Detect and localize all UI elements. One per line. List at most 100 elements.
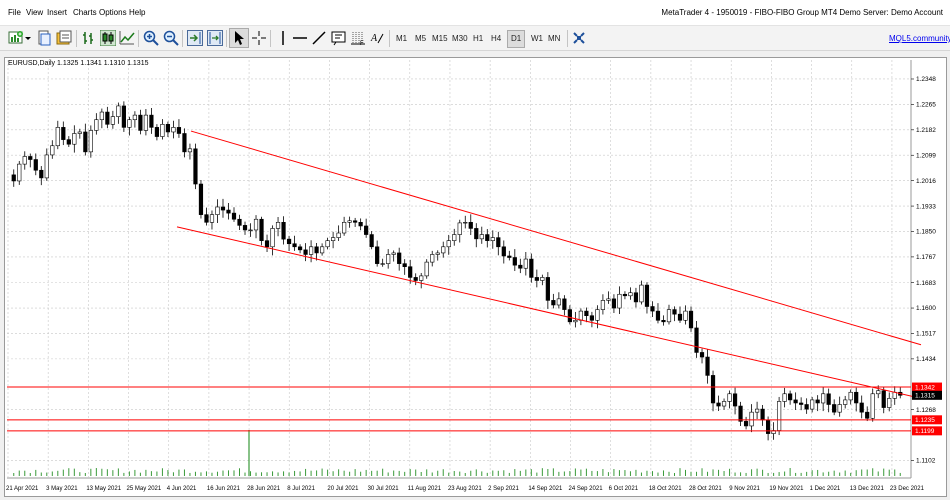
menu-bar: File View Insert Charts Options Help Met… [0, 0, 950, 26]
timeframe-h4[interactable]: H4 [491, 34, 502, 43]
candle-body [132, 114, 137, 121]
vertical-line-icon [282, 31, 284, 45]
horizontal-line-button[interactable] [290, 28, 310, 48]
candle-body [650, 306, 655, 312]
candle-body [182, 133, 187, 153]
price-tag [912, 382, 942, 392]
candle-body [441, 246, 446, 254]
date-label: 28 Oct 2021 [689, 486, 722, 492]
candle-body [39, 169, 44, 179]
chart-window[interactable]: 1.2348 1.2265 1.2182 1.2099 1.2016 1.1933 1.18… [4, 57, 947, 497]
candle-body [760, 408, 765, 421]
candle-body [732, 393, 738, 407]
menu-view[interactable]: View [26, 8, 44, 17]
candle-body [121, 105, 126, 128]
menu-insert[interactable]: Insert [47, 8, 68, 17]
candle-body [408, 266, 413, 278]
window-title: MetaTrader 4 - 1950019 - FIBO-FIBO Group… [661, 8, 943, 17]
trendline-button[interactable] [309, 28, 329, 48]
date-label: 13 May 2021 [86, 486, 121, 492]
candle-body [110, 116, 115, 125]
candle-body [688, 310, 694, 329]
zoom-out-button[interactable] [161, 28, 181, 48]
candle-body [253, 218, 259, 231]
candle-body [672, 309, 677, 315]
candle-body [347, 220, 352, 223]
timeframe-m15[interactable]: M15 [432, 34, 448, 43]
price-label: 1.1102 [916, 458, 936, 465]
crosshair-button[interactable] [249, 28, 269, 48]
candle-body [176, 127, 182, 134]
timeframe-d1[interactable]: D1 [507, 30, 526, 48]
timeframe-m30[interactable]: M30 [452, 34, 468, 43]
candle-body [821, 393, 826, 404]
candle-body [661, 319, 666, 323]
text-label-icon: A [370, 33, 384, 44]
svg-text:F: F [360, 41, 364, 46]
timeframe-mn[interactable]: MN [548, 34, 561, 43]
price-tag [912, 390, 942, 400]
candle-body [881, 390, 886, 408]
mql5-community-link[interactable]: MQL5.community [889, 34, 950, 43]
timeframe-w1[interactable]: W1 [531, 34, 543, 43]
candle-body [66, 139, 71, 145]
menu-file[interactable]: File [8, 8, 21, 17]
date-label: 23 Dec 2021 [890, 486, 925, 492]
zoom-in-button[interactable] [141, 28, 161, 48]
vertical-line-button[interactable] [273, 28, 293, 48]
date-label: 21 Apr 2021 [6, 486, 39, 492]
text-button[interactable] [329, 28, 349, 48]
date-label: 11 Aug 2021 [408, 486, 442, 492]
candlestick-chart-button[interactable] [98, 28, 118, 48]
timeframe-m1[interactable]: M1 [396, 34, 408, 43]
candle-body [105, 111, 110, 125]
new-chart-dropdown[interactable] [24, 35, 32, 55]
price-chart[interactable]: 1.2348 1.2265 1.2182 1.2099 1.2016 1.1933 1.18… [5, 58, 946, 496]
candle-body [160, 124, 165, 137]
candle-body [578, 310, 583, 321]
date-label: 18 Oct 2021 [649, 486, 682, 492]
price-label: 1.2016 [916, 178, 936, 185]
price-label: 1.1683 [916, 280, 936, 287]
candle-body [99, 111, 104, 121]
chart-shift-button[interactable] [205, 28, 225, 48]
candle-body [165, 124, 171, 133]
menu-options[interactable]: Options [99, 8, 127, 17]
price-label: 1.1767 [916, 254, 936, 261]
candle-body [193, 148, 198, 185]
candle-body [721, 401, 727, 407]
candle-body [606, 298, 611, 301]
menu-help[interactable]: Help [129, 8, 146, 17]
candle-body [749, 411, 754, 427]
date-label: 19 Nov 2021 [769, 486, 804, 492]
candle-body [705, 356, 710, 376]
menu-charts[interactable]: Charts [73, 8, 97, 17]
candle-body [187, 148, 193, 153]
date-label: 28 Jun 2021 [247, 486, 281, 492]
price-label: 1.1600 [916, 305, 936, 312]
timeframe-h1[interactable]: H1 [473, 34, 484, 43]
candle-body [479, 234, 484, 240]
data-window-button[interactable] [54, 28, 74, 48]
date-label: 6 Oct 2021 [609, 486, 639, 492]
cursor-button[interactable] [229, 28, 249, 48]
candle-body [28, 156, 33, 160]
new-chart-button[interactable] [6, 28, 26, 48]
candle-body [215, 206, 220, 215]
candle-body [765, 419, 771, 434]
candle-body [683, 310, 688, 321]
bar-chart-button[interactable] [79, 28, 99, 48]
text-label-button[interactable]: A [367, 28, 387, 48]
candle-body [380, 263, 385, 265]
templates-button[interactable] [569, 28, 589, 48]
candle-body [468, 222, 473, 229]
price-label: 1.1268 [916, 407, 936, 414]
candle-body [826, 393, 831, 405]
candle-body [628, 292, 633, 297]
auto-scroll-button[interactable] [185, 28, 205, 48]
fibonacci-button[interactable]: F [348, 28, 368, 48]
candle-body [848, 391, 853, 401]
line-chart-button[interactable] [117, 28, 137, 48]
timeframe-m5[interactable]: M5 [415, 34, 427, 43]
profiles-button[interactable] [34, 28, 54, 48]
